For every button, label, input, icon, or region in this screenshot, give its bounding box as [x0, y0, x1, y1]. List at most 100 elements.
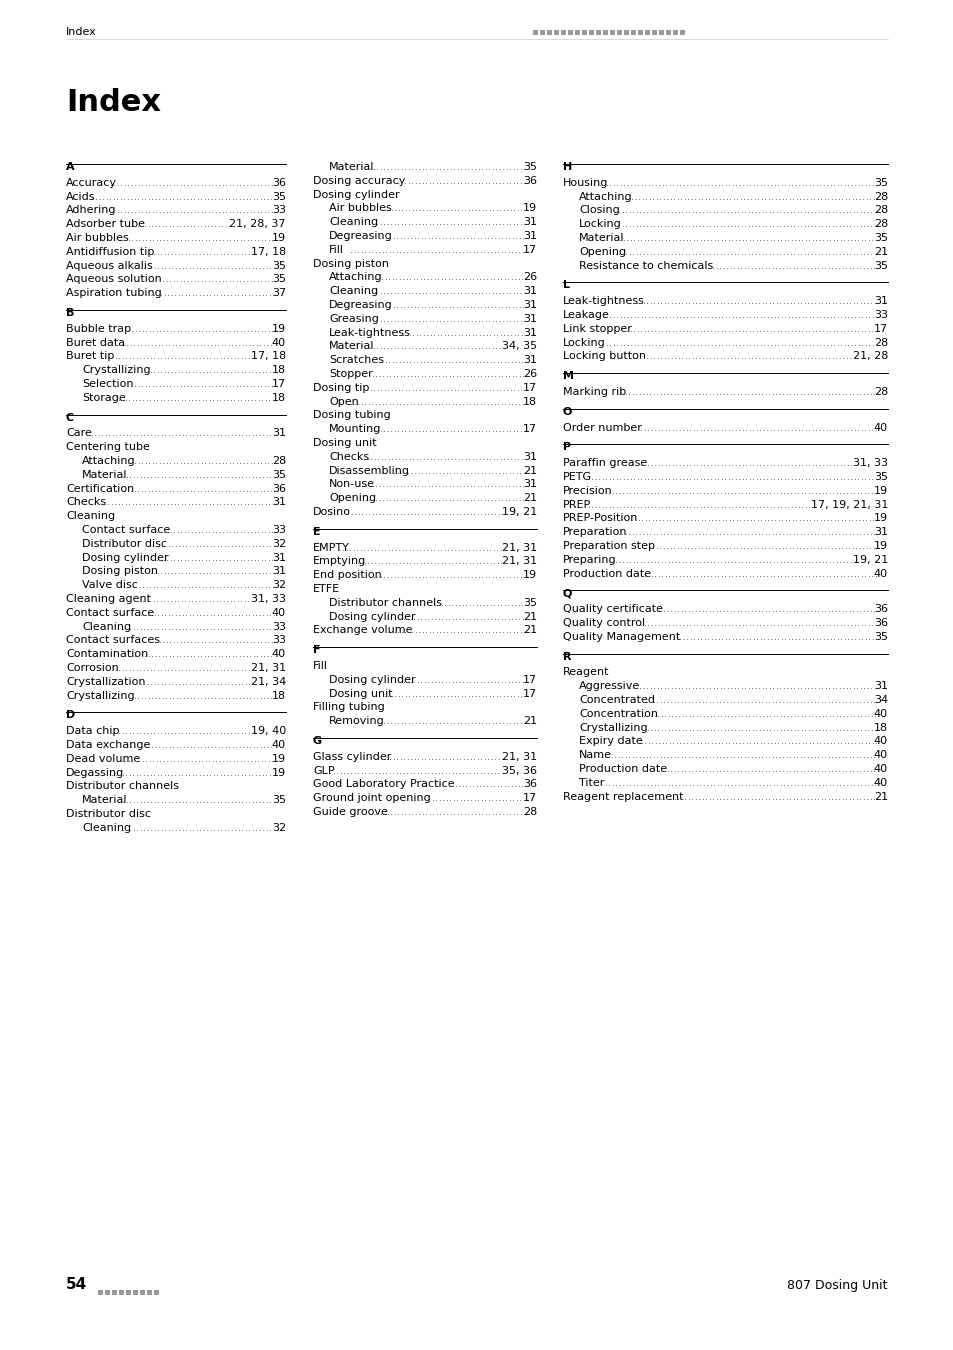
Text: .: . [226, 234, 229, 243]
Text: .: . [211, 483, 213, 494]
Text: .: . [446, 424, 449, 435]
Text: .: . [128, 205, 131, 216]
Text: .: . [246, 379, 249, 389]
Text: .: . [505, 424, 508, 435]
Text: .: . [648, 541, 651, 551]
Text: .: . [710, 178, 713, 188]
Text: .: . [851, 541, 854, 551]
Text: .: . [722, 791, 725, 802]
Text: .: . [169, 379, 172, 389]
Text: .: . [139, 580, 142, 590]
Text: .: . [730, 555, 733, 564]
Text: .: . [395, 369, 398, 379]
Text: .: . [160, 366, 163, 375]
Text: .: . [437, 612, 440, 621]
Text: .: . [750, 351, 754, 362]
Text: .: . [257, 525, 260, 535]
Text: .: . [133, 219, 137, 230]
Text: .: . [407, 807, 410, 817]
Text: .: . [498, 313, 501, 324]
Text: .: . [377, 543, 380, 552]
Text: .: . [193, 178, 196, 188]
Text: .: . [670, 528, 673, 537]
Text: .: . [708, 605, 711, 614]
Text: .: . [828, 722, 831, 733]
Text: .: . [216, 567, 219, 576]
Text: .: . [171, 288, 173, 298]
Bar [665, 30, 670, 35]
Text: .: . [832, 778, 835, 788]
Text: .: . [748, 338, 751, 347]
Bar [132, 1291, 138, 1295]
Text: .: . [388, 244, 392, 255]
Text: .: . [807, 555, 810, 564]
Text: .: . [706, 736, 710, 747]
Text: .: . [220, 621, 223, 632]
Text: .: . [167, 525, 170, 535]
Text: .: . [435, 369, 437, 379]
Text: .: . [623, 192, 626, 201]
Text: .: . [744, 709, 747, 718]
Text: .: . [481, 688, 484, 698]
Text: .: . [700, 513, 703, 524]
Text: .: . [494, 300, 497, 310]
Text: .: . [152, 288, 156, 298]
Text: .: . [734, 458, 738, 468]
Text: .: . [810, 247, 813, 256]
Text: .: . [807, 618, 811, 628]
Text: .: . [686, 513, 689, 524]
Text: .: . [164, 676, 168, 687]
Text: .: . [840, 736, 842, 747]
Text: .: . [829, 632, 832, 641]
Text: .: . [874, 778, 877, 788]
Text: .: . [237, 351, 240, 362]
Text: .: . [758, 486, 760, 495]
Text: .: . [784, 541, 787, 551]
Text: .: . [828, 618, 832, 628]
Text: .: . [765, 472, 768, 482]
Text: .: . [740, 261, 742, 270]
Text: .: . [725, 387, 728, 397]
Text: .: . [760, 541, 763, 551]
Text: .: . [504, 231, 507, 242]
Text: .: . [874, 472, 877, 482]
Text: .: . [803, 709, 806, 718]
Text: .: . [793, 423, 797, 432]
Text: .: . [639, 324, 642, 333]
Text: .: . [193, 795, 195, 805]
Text: .: . [436, 328, 439, 338]
Text: .: . [216, 539, 219, 549]
Text: .: . [159, 552, 162, 563]
Text: R: R [562, 652, 571, 662]
Text: .: . [792, 791, 795, 802]
Text: .: . [135, 580, 138, 590]
Text: .: . [840, 458, 842, 468]
Text: .: . [465, 273, 468, 282]
Text: .: . [848, 764, 851, 774]
Text: .: . [859, 261, 862, 270]
Text: .: . [783, 618, 786, 628]
Text: .: . [640, 736, 643, 747]
Text: .: . [867, 338, 870, 347]
Text: .: . [867, 234, 870, 243]
Text: .: . [235, 740, 238, 751]
Text: .: . [408, 204, 411, 213]
Text: .: . [237, 567, 240, 576]
Text: .: . [376, 313, 379, 324]
Text: .: . [376, 424, 379, 435]
Text: .: . [264, 636, 267, 645]
Text: .: . [854, 192, 858, 201]
Text: .: . [373, 570, 375, 580]
Text: .: . [513, 383, 516, 393]
Text: .: . [144, 338, 147, 347]
Text: .: . [817, 351, 820, 362]
Text: .: . [719, 764, 721, 774]
Text: .: . [373, 424, 375, 435]
Text: .: . [413, 273, 416, 282]
Text: .: . [767, 541, 770, 551]
Text: .: . [776, 472, 779, 482]
Text: .: . [121, 497, 124, 508]
Text: .: . [834, 695, 837, 705]
Text: .: . [636, 423, 639, 432]
Text: .: . [465, 779, 468, 790]
